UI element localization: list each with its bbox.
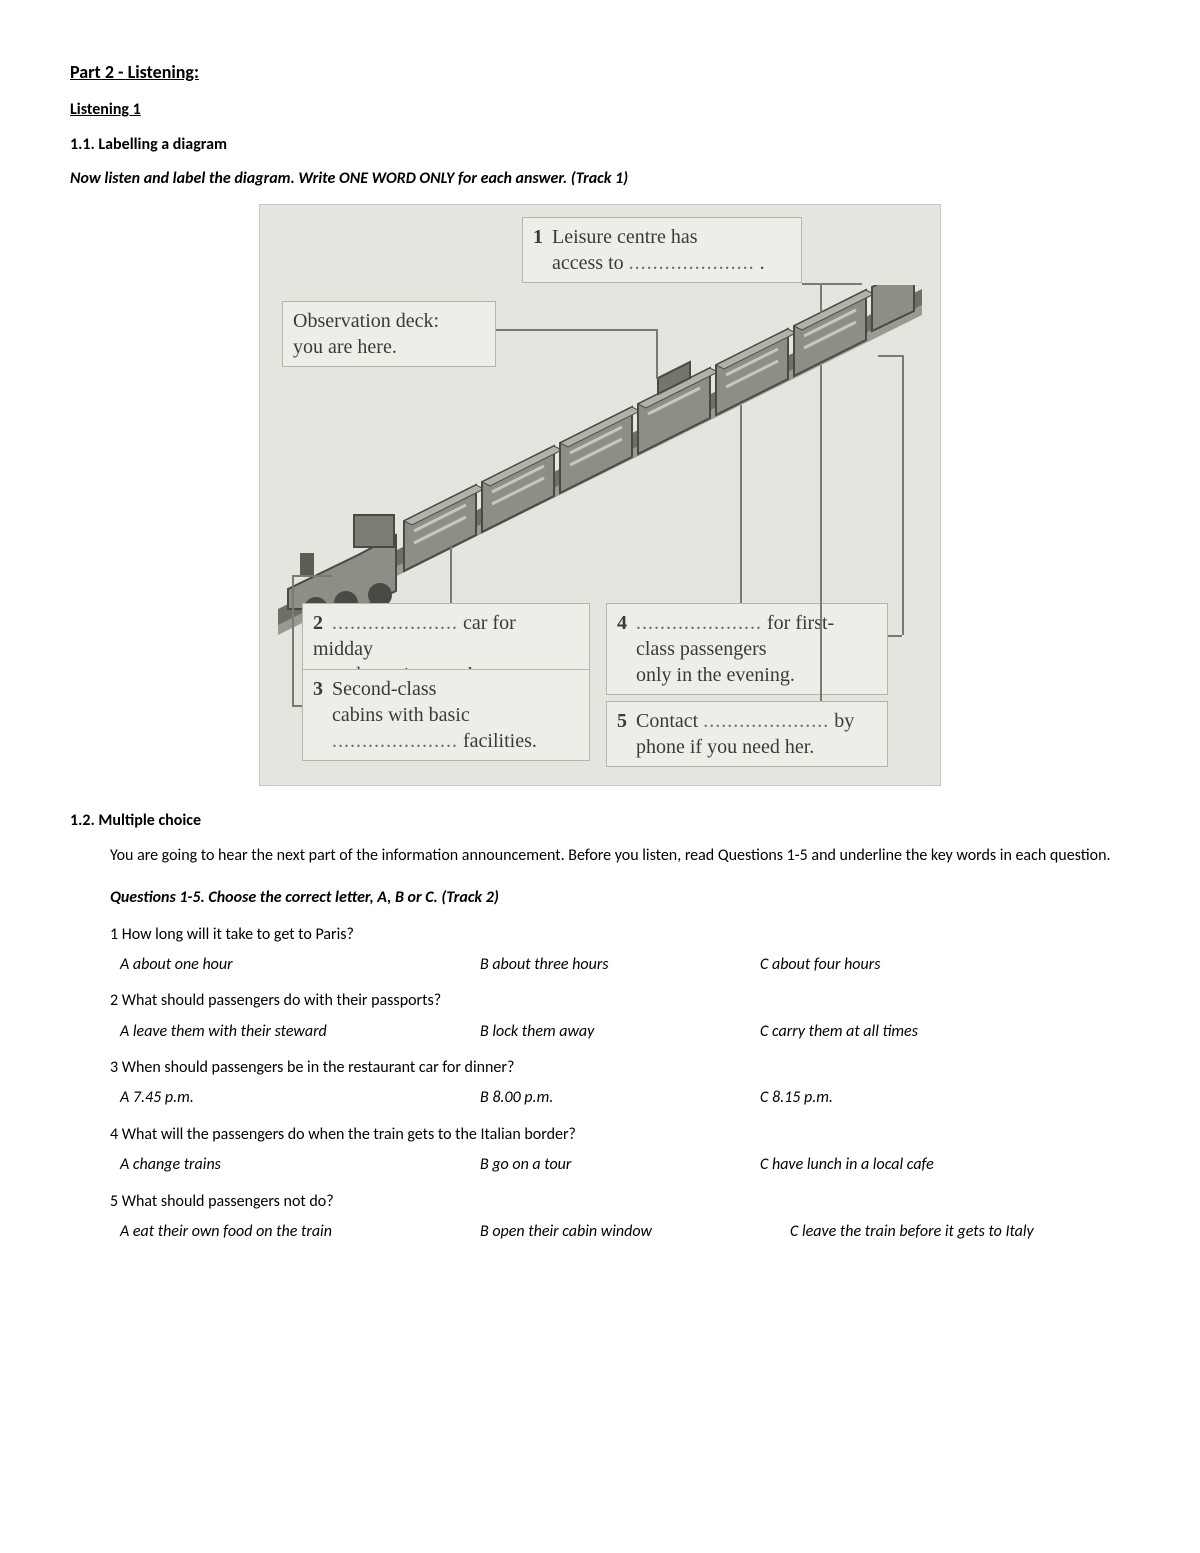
diagram-box-1-num: 1 xyxy=(533,226,543,248)
section-1-1-instruction: Now listen and label the diagram. Write … xyxy=(70,168,1130,190)
leader-line xyxy=(878,355,902,357)
option-c[interactable]: C carry them at all times xyxy=(760,1021,918,1043)
option-a[interactable]: A change trains xyxy=(120,1154,480,1176)
blank-dots: ..................... xyxy=(703,710,829,732)
diagram-box-1-line2a: access to xyxy=(552,252,629,274)
diagram-box-5: 5 Contact ..................... by 5 pho… xyxy=(606,701,888,767)
leader-line xyxy=(292,575,294,705)
option-a[interactable]: A eat their own food on the train xyxy=(120,1221,480,1243)
question-3: 3 When should passengers be in the resta… xyxy=(70,1057,1130,1079)
question-3-options: A 7.45 p.m. B 8.00 p.m. C 8.15 p.m. xyxy=(70,1087,1130,1109)
section-1-2-instruction: Questions 1-5. Choose the correct letter… xyxy=(70,887,1130,909)
diagram-box-5-line1a: Contact xyxy=(636,710,703,732)
diagram-box-3-line3: facilities. xyxy=(463,730,537,752)
diagram-box-2-num: 2 xyxy=(313,612,323,634)
diagram-box-4-num: 4 xyxy=(617,612,627,634)
option-b[interactable]: B 8.00 p.m. xyxy=(480,1087,760,1109)
diagram-box-1-line2b: . xyxy=(755,252,765,274)
section-1-2-heading: 1.2. Multiple choice xyxy=(70,810,1130,832)
option-b[interactable]: B about three hours xyxy=(480,954,760,976)
section-1-1-heading: 1.1. Labelling a diagram xyxy=(70,134,1130,156)
leader-line xyxy=(292,705,302,707)
leader-line xyxy=(802,283,862,285)
leader-line xyxy=(450,545,452,603)
blank-dots: ..................... xyxy=(636,612,762,634)
diagram-box-3-line1: Second-class xyxy=(332,678,436,700)
leader-line xyxy=(496,329,656,331)
leader-line xyxy=(888,635,902,637)
question-2-options: A leave them with their steward B lock t… xyxy=(70,1021,1130,1043)
option-c[interactable]: C about four hours xyxy=(760,954,880,976)
part-title: Part 2 - Listening: xyxy=(70,60,1130,85)
question-4: 4 What will the passengers do when the t… xyxy=(70,1124,1130,1146)
diagram-box-1: 1 Leisure centre has 1 access to .......… xyxy=(522,217,802,283)
option-b[interactable]: B go on a tour xyxy=(480,1154,760,1176)
diagram-box-5-line1c: by xyxy=(829,710,854,732)
diagram-box-4-line2: class passengers xyxy=(636,638,767,660)
option-c[interactable]: C leave the train before it gets to Ital… xyxy=(790,1221,1034,1243)
option-b[interactable]: B open their cabin window xyxy=(480,1221,790,1243)
leader-line xyxy=(292,575,332,577)
question-1: 1 How long will it take to get to Paris? xyxy=(70,924,1130,946)
diagram-box-5-num: 5 xyxy=(617,710,627,732)
blank-dots: ..................... xyxy=(332,730,458,752)
option-c[interactable]: C have lunch in a local cafe xyxy=(760,1154,934,1176)
option-a[interactable]: A leave them with their steward xyxy=(120,1021,480,1043)
leader-line xyxy=(820,365,822,701)
diagram-box-observation: Observation deck: you are here. xyxy=(282,301,496,367)
question-1-options: A about one hour B about three hours C a… xyxy=(70,954,1130,976)
question-2: 2 What should passengers do with their p… xyxy=(70,990,1130,1012)
diagram-box-4: 4 ..................... for first- 4 cla… xyxy=(606,603,888,695)
diagram-box-3-line2: cabins with basic xyxy=(332,704,470,726)
diagram-box-3-num: 3 xyxy=(313,678,323,700)
diagram-box-3: 3 Second-class 3 cabins with basic 3 ...… xyxy=(302,669,590,761)
train-diagram: Observation deck: you are here. 1 Leisur… xyxy=(259,204,941,786)
leader-line xyxy=(740,405,742,603)
blank-dots: ..................... xyxy=(629,252,755,274)
option-b[interactable]: B lock them away xyxy=(480,1021,760,1043)
question-4-options: A change trains B go on a tour C have lu… xyxy=(70,1154,1130,1176)
option-a[interactable]: A about one hour xyxy=(120,954,480,976)
diagram-box-5-line2: phone if you need her. xyxy=(636,736,814,758)
diagram-box-4-line1: for first- xyxy=(767,612,834,634)
diagram-box-4-line3: only in the evening. xyxy=(636,664,795,686)
listening-title: Listening 1 xyxy=(70,99,1130,121)
section-1-2-intro: You are going to hear the next part of t… xyxy=(70,845,1130,867)
option-c[interactable]: C 8.15 p.m. xyxy=(760,1087,833,1109)
diagram-container: Observation deck: you are here. 1 Leisur… xyxy=(70,204,1130,786)
blank-dots: ..................... xyxy=(332,612,458,634)
question-5-options: A eat their own food on the train B open… xyxy=(70,1221,1130,1243)
diagram-obs-line1: Observation deck: xyxy=(293,308,485,334)
leader-line xyxy=(656,329,658,379)
leader-line xyxy=(820,283,822,313)
option-a[interactable]: A 7.45 p.m. xyxy=(120,1087,480,1109)
question-5: 5 What should passengers not do? xyxy=(70,1191,1130,1213)
leader-line xyxy=(902,355,904,635)
diagram-box-1-line1: Leisure centre has xyxy=(552,226,697,248)
diagram-obs-line2: you are here. xyxy=(293,334,485,360)
